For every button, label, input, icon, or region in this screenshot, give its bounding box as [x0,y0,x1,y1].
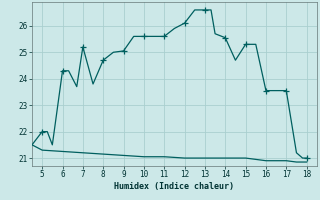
X-axis label: Humidex (Indice chaleur): Humidex (Indice chaleur) [115,182,234,191]
